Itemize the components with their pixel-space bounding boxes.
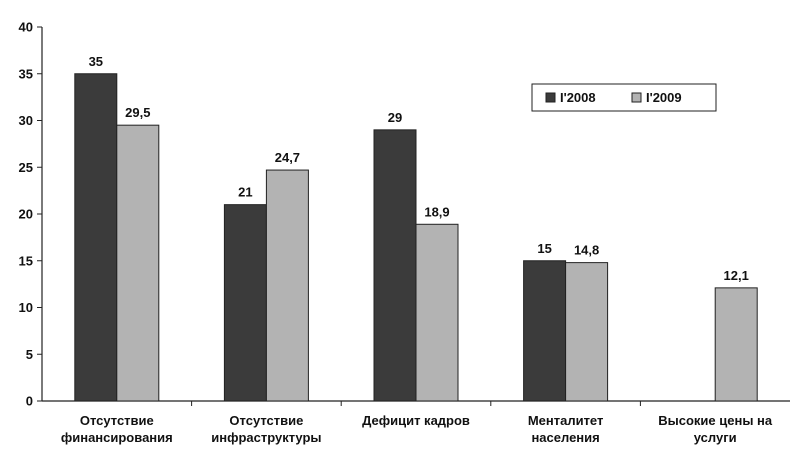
data-label: 35 (89, 54, 103, 69)
y-tick-label: 10 (19, 300, 33, 315)
bar-2009 (565, 262, 609, 402)
x-tick-label: Отсутствие финансирования (61, 413, 173, 445)
bar-2009 (415, 223, 459, 402)
y-tick-label: 5 (26, 347, 33, 362)
y-tick-label: 30 (19, 113, 33, 128)
bars (74, 73, 758, 402)
legend: I'2008 I'2009 (531, 83, 717, 112)
legend-swatch (631, 92, 642, 103)
data-label: 14,8 (574, 243, 599, 258)
bar-2008 (523, 260, 567, 402)
data-label: 15 (537, 241, 551, 256)
data-label: 12,1 (724, 268, 749, 283)
bar-2008 (223, 204, 267, 402)
x-tick-label: Дефицит кадров (362, 413, 470, 428)
x-tick-label: Отсутствие инфраструктуры (211, 413, 321, 445)
bar-2009 (714, 287, 758, 402)
legend-label: I'2009 (646, 90, 682, 105)
y-tick-label: 40 (19, 20, 33, 35)
data-label: 21 (238, 185, 252, 200)
y-tick-label: 15 (19, 253, 33, 268)
bar-2009 (265, 169, 309, 402)
legend-label: I'2008 (560, 90, 596, 105)
bar-2008 (74, 73, 118, 402)
y-tick-label: 25 (19, 160, 33, 175)
category-labels: Отсутствие финансирования Отсутствие инфрас… (61, 413, 773, 445)
legend-box (531, 83, 717, 112)
x-tick-label: Высокие цены на услуги (658, 413, 773, 445)
data-label: 18,9 (424, 204, 449, 219)
y-tick-label: 0 (26, 394, 33, 409)
bar-2008 (373, 129, 417, 402)
data-label: 24,7 (275, 150, 300, 165)
y-tick-label: 35 (19, 66, 33, 81)
data-labels: 35 29,5 21 24,7 29 18,9 15 14,8 12,1 (89, 54, 749, 283)
y-tick-label: 20 (19, 207, 33, 222)
data-label: 29,5 (125, 105, 150, 120)
data-label: 29 (388, 110, 402, 125)
y-axis-ticks: 0 5 10 15 20 25 30 35 40 (19, 20, 42, 409)
x-tick-label: Менталитет населения (528, 413, 604, 445)
legend-swatch (545, 92, 556, 103)
bar-2009 (116, 124, 160, 402)
